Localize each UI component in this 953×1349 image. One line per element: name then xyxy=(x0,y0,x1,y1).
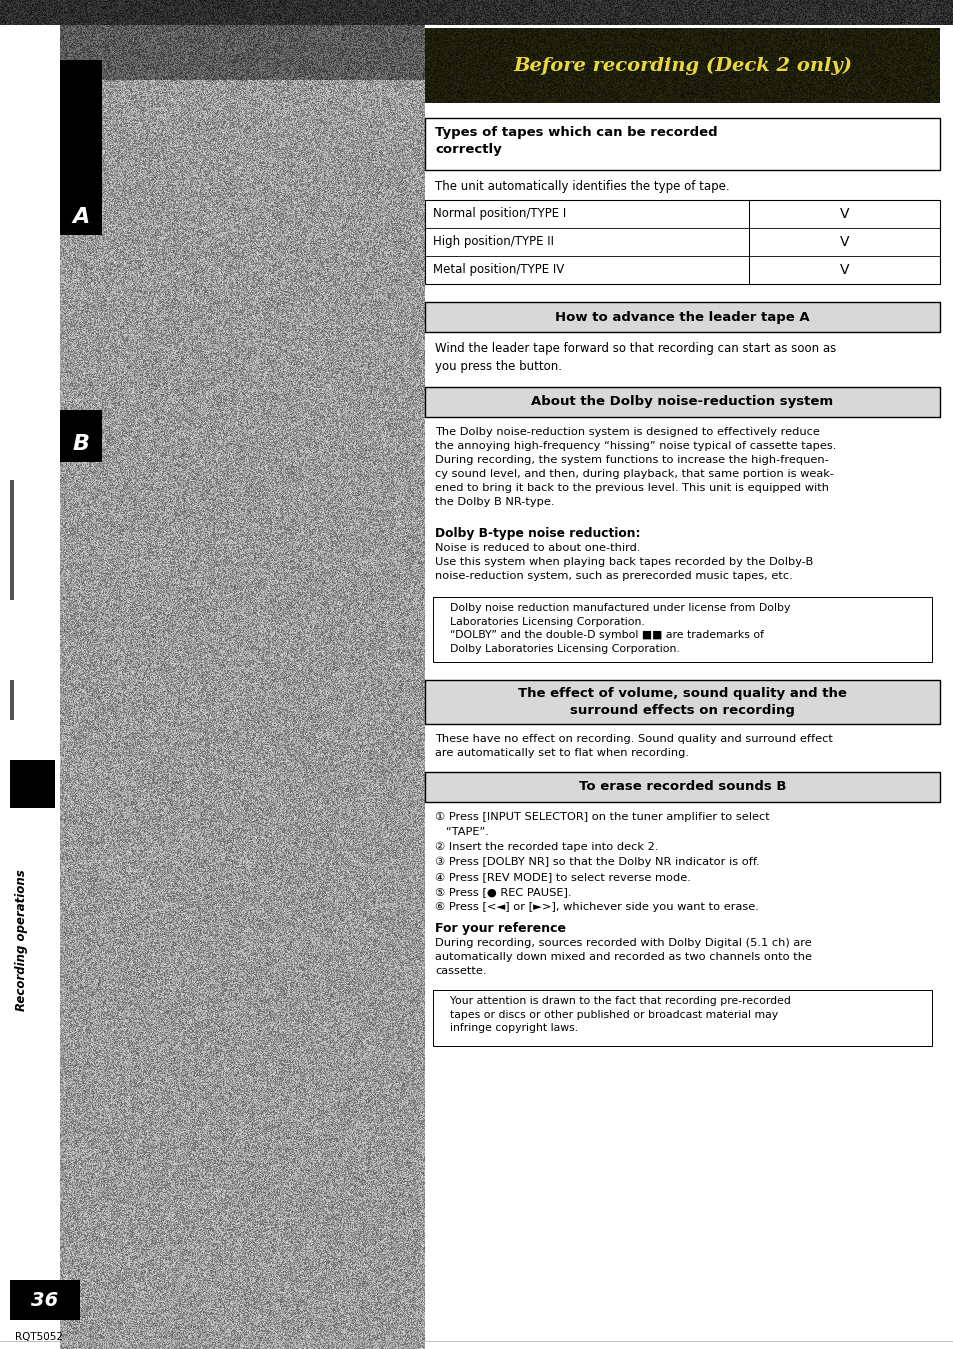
Bar xyxy=(60,410,102,461)
Text: Dolby noise reduction manufactured under license from Dolby
  Laboratories Licen: Dolby noise reduction manufactured under… xyxy=(442,603,789,654)
Text: Wind the leader tape forward so that recording can start as soon as
you press th: Wind the leader tape forward so that rec… xyxy=(435,343,836,374)
Bar xyxy=(424,0,939,1349)
Text: High position/TYPE II: High position/TYPE II xyxy=(433,236,554,248)
Bar xyxy=(10,680,14,720)
Bar xyxy=(60,59,102,235)
Text: V: V xyxy=(839,206,848,221)
Bar xyxy=(10,1280,80,1321)
Text: “TAPE”.: “TAPE”. xyxy=(435,827,488,836)
Text: The Dolby noise-reduction system is designed to effectively reduce
the annoying : The Dolby noise-reduction system is desi… xyxy=(435,428,836,507)
Text: Metal position/TYPE IV: Metal position/TYPE IV xyxy=(433,263,563,277)
Text: ⑥ Press [<◄] or [►>], whichever side you want to erase.: ⑥ Press [<◄] or [►>], whichever side you… xyxy=(435,902,758,912)
Text: ① Press [INPUT SELECTOR] on the tuner amplifier to select: ① Press [INPUT SELECTOR] on the tuner am… xyxy=(435,812,769,822)
Text: A: A xyxy=(72,206,90,227)
Text: Normal position/TYPE I: Normal position/TYPE I xyxy=(433,208,566,220)
Text: V: V xyxy=(839,263,848,277)
Text: Types of tapes which can be recorded
correctly: Types of tapes which can be recorded cor… xyxy=(435,125,717,155)
Bar xyxy=(424,117,939,170)
Text: During recording, sources recorded with Dolby Digital (5.1 ch) are
automatically: During recording, sources recorded with … xyxy=(435,938,811,975)
Bar xyxy=(424,302,939,332)
Text: Dolby B-type noise reduction:: Dolby B-type noise reduction: xyxy=(435,527,639,540)
Text: ③ Press [DOLBY NR] so that the Dolby NR indicator is off.: ③ Press [DOLBY NR] so that the Dolby NR … xyxy=(435,857,759,867)
Bar xyxy=(424,772,939,803)
Text: 36: 36 xyxy=(31,1291,58,1310)
Text: ⑤ Press [● REC PAUSE].: ⑤ Press [● REC PAUSE]. xyxy=(435,888,571,897)
Text: About the Dolby noise-reduction system: About the Dolby noise-reduction system xyxy=(531,395,833,409)
Text: ④ Press [REV MODE] to select reverse mode.: ④ Press [REV MODE] to select reverse mod… xyxy=(435,871,690,882)
Text: Your attention is drawn to the fact that recording pre-recorded
  tapes or discs: Your attention is drawn to the fact that… xyxy=(442,996,790,1033)
Text: Recording operations: Recording operations xyxy=(15,869,29,1010)
Text: B: B xyxy=(72,434,90,455)
Bar xyxy=(433,598,931,662)
Text: Noise is reduced to about one-third.: Noise is reduced to about one-third. xyxy=(435,544,639,553)
Text: V: V xyxy=(839,235,848,250)
Bar xyxy=(424,200,939,285)
Bar xyxy=(424,680,939,724)
Bar xyxy=(10,759,55,808)
Text: ② Insert the recorded tape into deck 2.: ② Insert the recorded tape into deck 2. xyxy=(435,842,658,853)
Bar xyxy=(433,990,931,1045)
Bar xyxy=(424,387,939,417)
Text: Before recording (Deck 2 only): Before recording (Deck 2 only) xyxy=(513,57,851,74)
Text: For your reference: For your reference xyxy=(435,921,565,935)
Text: Use this system when playing back tapes recorded by the Dolby-B
noise-reduction : Use this system when playing back tapes … xyxy=(435,557,812,581)
Bar xyxy=(10,480,14,600)
Text: To erase recorded sounds B: To erase recorded sounds B xyxy=(578,781,785,793)
Text: How to advance the leader tape A: How to advance the leader tape A xyxy=(555,310,809,324)
Bar xyxy=(424,28,939,103)
Text: The effect of volume, sound quality and the
surround effects on recording: The effect of volume, sound quality and … xyxy=(517,687,846,716)
Text: RQT5052: RQT5052 xyxy=(15,1331,63,1342)
Text: These have no effect on recording. Sound quality and surround effect
are automat: These have no effect on recording. Sound… xyxy=(435,734,832,758)
Text: The unit automatically identifies the type of tape.: The unit automatically identifies the ty… xyxy=(435,179,729,193)
